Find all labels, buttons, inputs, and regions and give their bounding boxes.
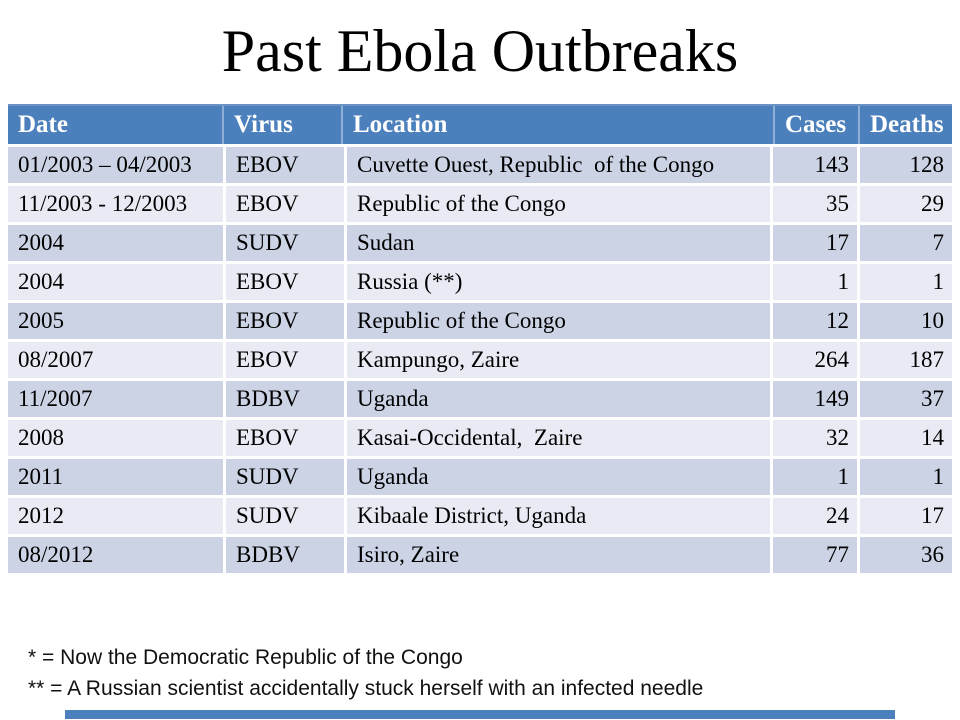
cell-date: 11/2007 bbox=[8, 381, 223, 417]
cell-deaths: 17 bbox=[860, 498, 952, 534]
cell-location: Cuvette Ouest, Republic of the Congo bbox=[347, 147, 770, 183]
table-header-row: Date Virus Location Cases Deaths bbox=[8, 104, 952, 144]
cell-virus: EBOV bbox=[226, 420, 344, 456]
cell-deaths: 1 bbox=[860, 264, 952, 300]
cell-virus: SUDV bbox=[226, 459, 344, 495]
column-header-date: Date bbox=[8, 106, 224, 144]
cell-location: Kampungo, Zaire bbox=[347, 342, 770, 378]
cell-cases: 17 bbox=[773, 225, 857, 261]
table-row: 08/2012 BDBV Isiro, Zaire 77 36 bbox=[8, 537, 952, 573]
cell-date: 08/2012 bbox=[8, 537, 223, 573]
cell-virus: EBOV bbox=[226, 342, 344, 378]
cell-location: Isiro, Zaire bbox=[347, 537, 770, 573]
table-row: 2004 SUDV Sudan 17 7 bbox=[8, 225, 952, 261]
table-row: 2011 SUDV Uganda 1 1 bbox=[8, 459, 952, 495]
cell-date: 2012 bbox=[8, 498, 223, 534]
table-row: 11/2007 BDBV Uganda 149 37 bbox=[8, 381, 952, 417]
cell-date: 2004 bbox=[8, 225, 223, 261]
cell-date: 08/2007 bbox=[8, 342, 223, 378]
cell-date: 2008 bbox=[8, 420, 223, 456]
column-header-virus: Virus bbox=[224, 106, 343, 144]
cell-virus: EBOV bbox=[226, 147, 344, 183]
cell-cases: 264 bbox=[773, 342, 857, 378]
cell-cases: 35 bbox=[773, 186, 857, 222]
footnote-russia: ** = A Russian scientist accidentally st… bbox=[28, 677, 704, 700]
table-row: 11/2003 - 12/2003 EBOV Republic of the C… bbox=[8, 186, 952, 222]
table-row: 2012 SUDV Kibaale District, Uganda 24 17 bbox=[8, 498, 952, 534]
cell-cases: 12 bbox=[773, 303, 857, 339]
cell-date: 01/2003 – 04/2003 bbox=[8, 147, 223, 183]
table-row: 2005 EBOV Republic of the Congo 12 10 bbox=[8, 303, 952, 339]
cell-virus: EBOV bbox=[226, 264, 344, 300]
cell-cases: 143 bbox=[773, 147, 857, 183]
footnotes: * = Now the Democratic Republic of the C… bbox=[28, 642, 703, 704]
cell-virus: EBOV bbox=[226, 186, 344, 222]
cell-virus: SUDV bbox=[226, 498, 344, 534]
cell-location: Republic of the Congo bbox=[347, 186, 770, 222]
table-row: 2004 EBOV Russia (**) 1 1 bbox=[8, 264, 952, 300]
table-body: 01/2003 – 04/2003 EBOV Cuvette Ouest, Re… bbox=[8, 147, 952, 573]
bottom-accent-bar bbox=[65, 710, 895, 719]
cell-virus: BDBV bbox=[226, 381, 344, 417]
cell-deaths: 10 bbox=[860, 303, 952, 339]
cell-cases: 77 bbox=[773, 537, 857, 573]
table-row: 08/2007 EBOV Kampungo, Zaire 264 187 bbox=[8, 342, 952, 378]
table-row: 01/2003 – 04/2003 EBOV Cuvette Ouest, Re… bbox=[8, 147, 952, 183]
column-header-cases: Cases bbox=[775, 106, 860, 144]
cell-location: Sudan bbox=[347, 225, 770, 261]
cell-location: Kibaale District, Uganda bbox=[347, 498, 770, 534]
cell-date: 2004 bbox=[8, 264, 223, 300]
cell-deaths: 36 bbox=[860, 537, 952, 573]
cell-location: Kasai-Occidental, Zaire bbox=[347, 420, 770, 456]
column-header-location: Location bbox=[343, 106, 775, 144]
table-row: 2008 EBOV Kasai-Occidental, Zaire 32 14 bbox=[8, 420, 952, 456]
cell-location: Uganda bbox=[347, 459, 770, 495]
cell-deaths: 29 bbox=[860, 186, 952, 222]
cell-location: Republic of the Congo bbox=[347, 303, 770, 339]
cell-deaths: 14 bbox=[860, 420, 952, 456]
cell-cases: 24 bbox=[773, 498, 857, 534]
slide-title: Past Ebola Outbreaks bbox=[221, 18, 739, 84]
cell-cases: 32 bbox=[773, 420, 857, 456]
cell-virus: BDBV bbox=[226, 537, 344, 573]
cell-cases: 1 bbox=[773, 459, 857, 495]
cell-deaths: 7 bbox=[860, 225, 952, 261]
cell-deaths: 1 bbox=[860, 459, 952, 495]
footnote-congo: * = Now the Democratic Republic of the C… bbox=[28, 646, 463, 669]
cell-virus: EBOV bbox=[226, 303, 344, 339]
cell-date: 11/2003 - 12/2003 bbox=[8, 186, 223, 222]
cell-deaths: 187 bbox=[860, 342, 952, 378]
cell-deaths: 128 bbox=[860, 147, 952, 183]
cell-deaths: 37 bbox=[860, 381, 952, 417]
cell-location: Uganda bbox=[347, 381, 770, 417]
column-header-deaths: Deaths bbox=[870, 111, 944, 138]
outbreaks-table: Date Virus Location Cases Deaths 01/2003… bbox=[8, 104, 952, 573]
cell-date: 2011 bbox=[8, 459, 223, 495]
cell-location: Russia (**) bbox=[347, 264, 770, 300]
cell-virus: SUDV bbox=[226, 225, 344, 261]
cell-cases: 149 bbox=[773, 381, 857, 417]
cell-date: 2005 bbox=[8, 303, 223, 339]
cell-cases: 1 bbox=[773, 264, 857, 300]
